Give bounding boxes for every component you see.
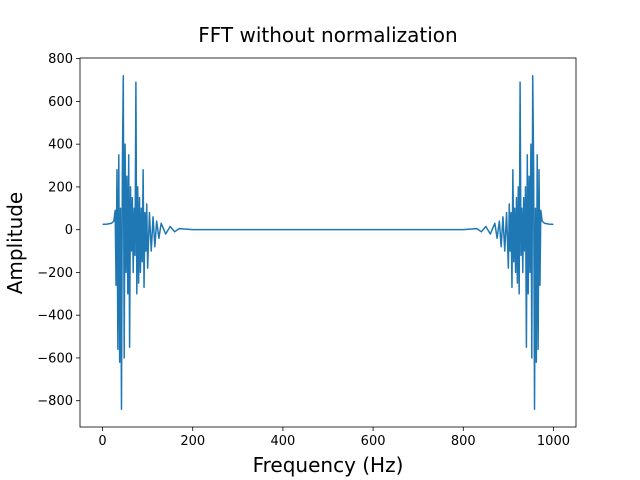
- plot-frame: [79, 57, 577, 428]
- y-tick-label: −800: [37, 394, 73, 409]
- x-tick-label: 200: [180, 434, 205, 449]
- x-tick-label: 1000: [537, 434, 570, 449]
- y-tick-label: −200: [37, 266, 73, 281]
- x-tick-label: 0: [98, 434, 106, 449]
- chart-title: FFT without normalization: [198, 23, 457, 47]
- y-tick-label: −600: [37, 351, 73, 366]
- x-tick-label: 800: [451, 434, 476, 449]
- y-axis-label: Amplitude: [3, 192, 27, 295]
- y-tick-label: 600: [48, 95, 73, 110]
- x-tick-label: 400: [270, 434, 295, 449]
- y-tick-label: 800: [48, 52, 73, 67]
- y-tick-label: 200: [48, 180, 73, 195]
- x-axis-label: Frequency (Hz): [253, 453, 404, 477]
- y-tick-label: 0: [65, 223, 73, 238]
- x-tick-label: 600: [361, 434, 386, 449]
- data-line: [102, 74, 554, 411]
- y-tick-label: 400: [48, 138, 73, 153]
- y-tick-label: −400: [37, 309, 73, 324]
